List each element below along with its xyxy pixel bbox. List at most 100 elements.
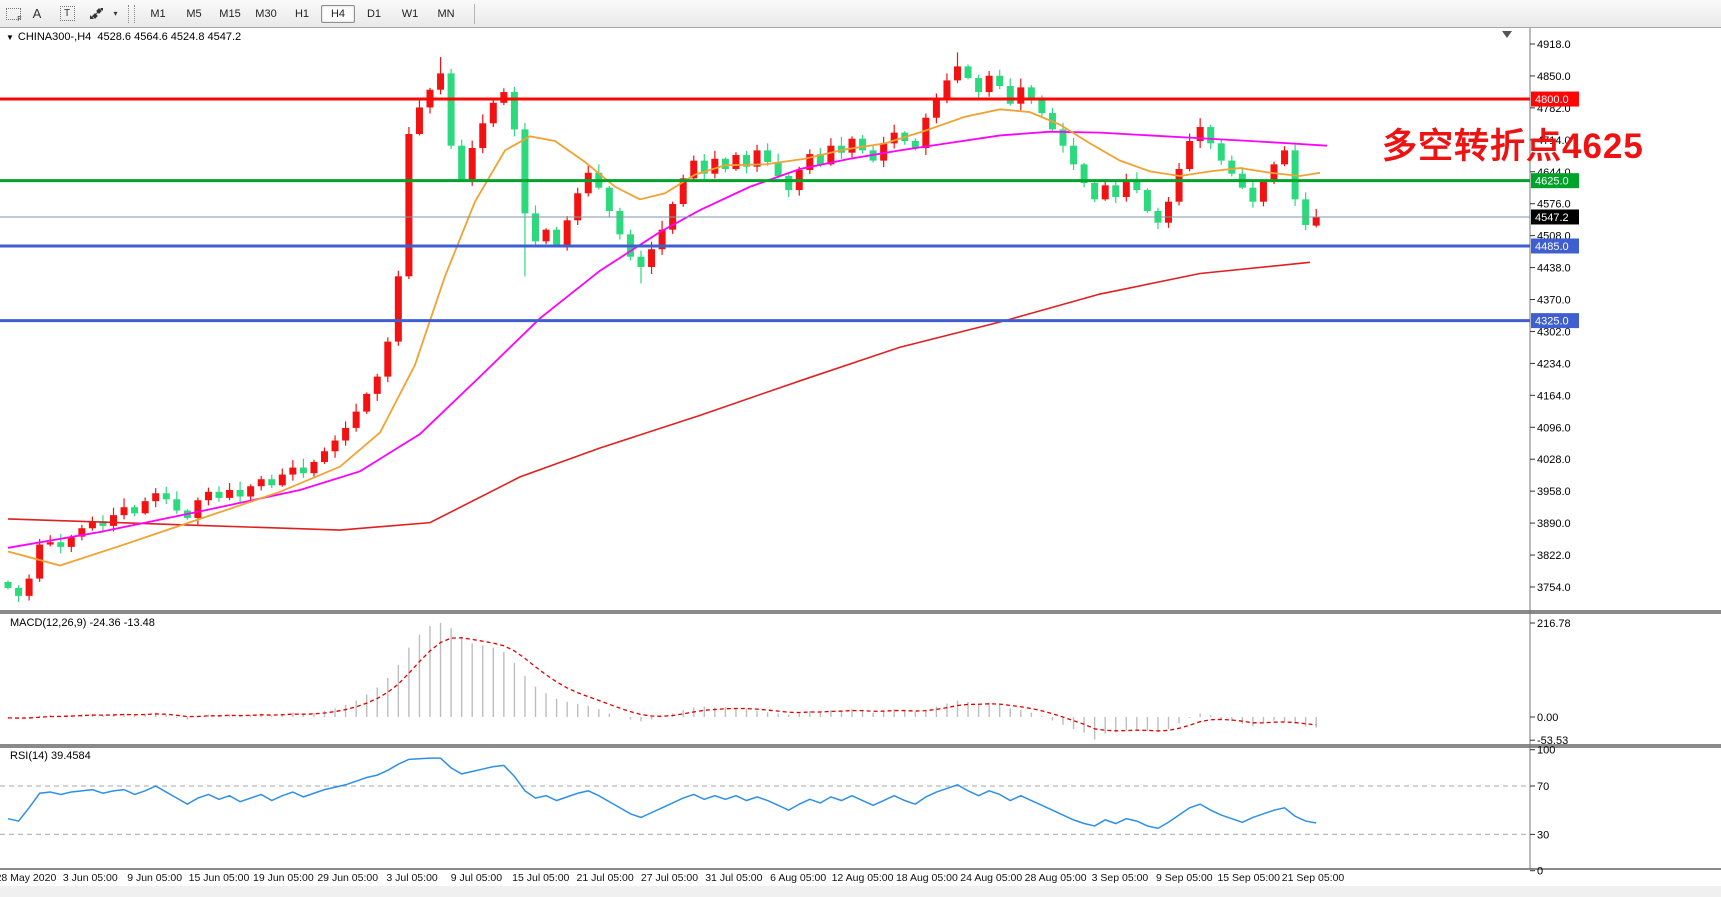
candle xyxy=(437,73,445,90)
candle xyxy=(25,578,33,596)
svg-text:4800.0: 4800.0 xyxy=(1535,94,1569,106)
candle xyxy=(394,276,402,342)
timeframe-button-m15[interactable]: M15 xyxy=(219,7,241,20)
svg-text:12 Aug 05:00: 12 Aug 05:00 xyxy=(832,872,894,884)
timeframe-button-d1[interactable]: D1 xyxy=(366,7,382,20)
candle xyxy=(342,427,350,441)
candle xyxy=(1122,180,1130,198)
price-panel[interactable] xyxy=(0,52,1530,602)
candle xyxy=(363,393,371,412)
candle xyxy=(1217,143,1225,161)
svg-text:4325.0: 4325.0 xyxy=(1535,316,1569,328)
candle xyxy=(226,489,234,498)
timeframe-button-m30[interactable]: M30 xyxy=(255,7,277,20)
candle xyxy=(373,376,381,394)
candle xyxy=(1302,199,1310,225)
text-box-t-icon[interactable]: T xyxy=(56,4,78,24)
candle xyxy=(837,145,845,153)
candle xyxy=(1101,185,1109,200)
panel-separator-1[interactable] xyxy=(0,744,1721,748)
time-axis[interactable]: 28 May 2020 3 Jun 05:00 9 Jun 05:00 15 Jun … xyxy=(0,872,1344,884)
candle xyxy=(880,143,888,161)
candle xyxy=(141,501,149,514)
candle xyxy=(321,451,328,462)
symbol-dropdown-icon[interactable]: ▼ xyxy=(6,33,14,42)
candle xyxy=(405,134,413,277)
timeframe-toolbar: M1 M5 M15 M30 H1 H4 D1 W1 MN xyxy=(140,0,464,27)
chart-shift-marker[interactable] xyxy=(1502,31,1512,38)
bottom-scroll-strip[interactable] xyxy=(0,886,1721,897)
candle xyxy=(500,92,508,103)
candle xyxy=(352,411,360,428)
candle xyxy=(278,474,286,486)
candle xyxy=(616,211,624,235)
macd-panel[interactable]: 216.78 0.00 -53.53 xyxy=(7,618,1571,747)
candle xyxy=(785,176,793,191)
timeframe-button-m1[interactable]: M1 xyxy=(150,7,166,20)
candle xyxy=(1006,85,1014,104)
candle xyxy=(679,178,687,205)
candle xyxy=(110,515,117,526)
candle xyxy=(1165,201,1172,223)
svg-text:4547.2: 4547.2 xyxy=(1535,212,1569,224)
svg-text:31 Jul 05:00: 31 Jul 05:00 xyxy=(705,872,762,884)
frame-f-icon[interactable]: F xyxy=(2,4,24,24)
candle xyxy=(690,160,698,179)
price-badge-4625.0: 4625.0 xyxy=(1531,173,1579,189)
price-badge-4800.0: 4800.0 xyxy=(1531,91,1579,107)
candle xyxy=(996,75,1004,86)
svg-text:3958.0: 3958.0 xyxy=(1537,486,1571,498)
candle xyxy=(194,500,202,518)
chart-title: ▼ CHINA300-,H4 4528.6 4564.6 4524.8 4547.… xyxy=(6,31,241,43)
candle xyxy=(711,158,719,174)
candle xyxy=(964,66,972,79)
timeframe-button-m5[interactable]: M5 xyxy=(186,7,202,20)
toolbar-separator xyxy=(474,3,475,24)
text-a-icon[interactable]: A xyxy=(32,6,42,21)
svg-text:28 May 2020: 28 May 2020 xyxy=(0,872,56,884)
timeframe-button-w1[interactable]: W1 xyxy=(401,7,419,20)
candle xyxy=(637,256,645,267)
timeframe-button-h1[interactable]: H1 xyxy=(294,7,310,20)
svg-text:70: 70 xyxy=(1537,781,1549,793)
candle xyxy=(57,542,65,547)
dropdown-caret-icon[interactable]: ▾ xyxy=(113,9,118,18)
candle xyxy=(1091,183,1099,200)
svg-text:4625.0: 4625.0 xyxy=(1535,176,1569,188)
svg-text:9 Jul 05:00: 9 Jul 05:00 xyxy=(451,872,503,884)
rsi-panel[interactable]: 100 70 30 0 xyxy=(0,745,1555,878)
svg-text:4028.0: 4028.0 xyxy=(1537,454,1571,466)
candle xyxy=(859,138,867,151)
svg-text:216.78: 216.78 xyxy=(1537,618,1571,630)
candle xyxy=(479,123,487,149)
candle xyxy=(78,528,86,537)
candle xyxy=(310,461,318,474)
svg-text:4576.0: 4576.0 xyxy=(1537,199,1571,211)
panel-separator-0[interactable] xyxy=(0,610,1721,614)
candle xyxy=(88,521,96,529)
toolbar-grip[interactable] xyxy=(128,4,135,23)
svg-text:18 Aug 05:00: 18 Aug 05:00 xyxy=(896,872,958,884)
svg-text:27 Jul 05:00: 27 Jul 05:00 xyxy=(641,872,698,884)
candle xyxy=(954,66,961,81)
candle xyxy=(563,220,571,245)
svg-text:24 Aug 05:00: 24 Aug 05:00 xyxy=(960,872,1022,884)
candle xyxy=(922,117,930,149)
candle xyxy=(1175,169,1183,202)
candle xyxy=(648,249,656,267)
timeframe-button-h4[interactable]: H4 xyxy=(321,4,355,23)
svg-text:0: 0 xyxy=(1537,866,1543,878)
candle xyxy=(721,158,729,170)
objects-arrows-icon[interactable] xyxy=(86,4,108,24)
candle xyxy=(67,536,75,547)
candle xyxy=(36,544,44,579)
svg-text:9 Sep 05:00: 9 Sep 05:00 xyxy=(1156,872,1213,884)
svg-text:100: 100 xyxy=(1537,745,1555,757)
diamond-arrows-icon xyxy=(90,7,103,19)
candle xyxy=(943,80,951,100)
timeframe-button-mn[interactable]: MN xyxy=(437,7,455,20)
rsi-indicator-label: RSI(14) 39.4584 xyxy=(10,750,91,762)
candle xyxy=(4,581,12,588)
candle xyxy=(574,193,582,221)
